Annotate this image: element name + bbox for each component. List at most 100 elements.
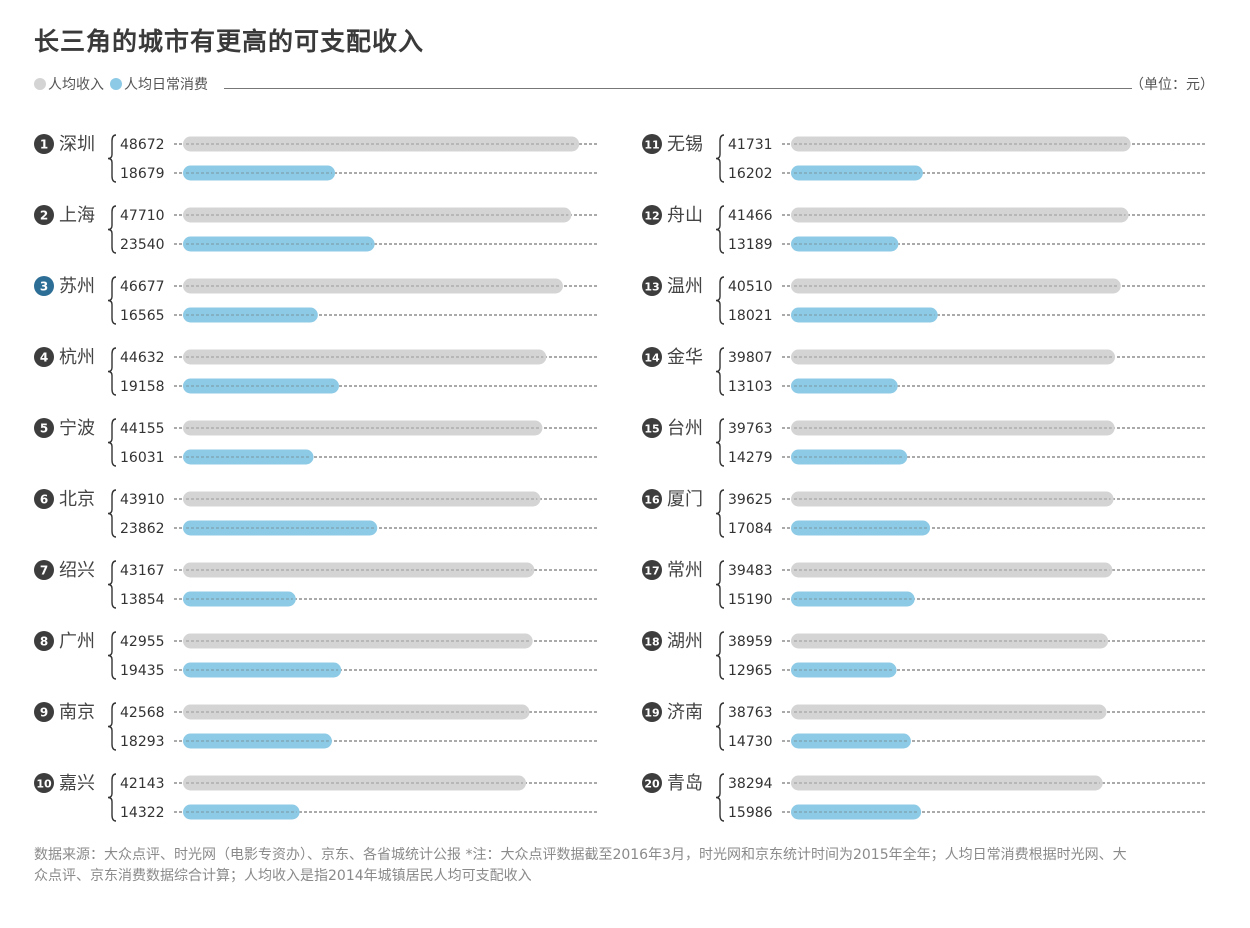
city-8-brace [107,631,117,680]
city-5-name: 宁波 [59,418,95,439]
city-16-income-label: 39625 [728,492,773,508]
city-10-rank-badge [34,773,54,793]
city-4-income-label: 44632 [120,350,165,366]
city-2-income-label: 47710 [120,208,165,224]
city-19-income-label: 38763 [728,705,773,721]
city-16-rank-badge [642,489,662,509]
city-6-rank-number: 6 [40,493,48,507]
city-1-rank-badge [34,134,54,154]
city-15-brace [715,418,725,467]
city-3-rank-badge [34,276,54,296]
city-3-rank-number: 3 [40,280,48,294]
city-16-rank-number: 16 [644,494,660,507]
city-12-name: 舟山 [667,205,703,226]
city-5-spend-label: 16031 [120,450,165,466]
city-13-brace [715,276,725,325]
city-15-income-label: 39763 [728,421,773,437]
city-19-rank-number: 19 [644,707,659,720]
city-3-spend-bar [183,307,318,323]
footnote-line-1: 数据来源：大众点评、时光网（电影专资办）、京东、各省城统计公报 *注：大众点评数… [34,847,1127,863]
city-13-rank-badge [642,276,662,296]
city-18-rank-badge [642,631,662,651]
city-1-rank-number: 1 [40,138,48,152]
city-7-income-label: 43167 [120,563,165,579]
city-7-rank-number: 7 [40,564,48,578]
city-9-name: 南京 [59,702,95,723]
city-3-brace [107,276,117,325]
city-18-income-label: 38959 [728,634,773,650]
city-16-name: 厦门 [667,489,703,510]
city-9-income-label: 42568 [120,705,165,721]
city-3-income-label: 46677 [120,279,165,295]
city-10-spend-label: 14322 [120,805,165,821]
city-11-income-label: 41731 [728,137,773,153]
city-13-income-label: 40510 [728,279,773,295]
city-10-name: 嘉兴 [59,773,95,794]
city-14-spend-label: 13103 [728,379,773,395]
city-17-brace [715,560,725,609]
city-14-rank-number: 14 [644,352,660,365]
city-12-rank-number: 12 [644,210,659,223]
city-10-brace [107,773,117,822]
city-20-name: 青岛 [667,773,703,794]
city-19-brace [715,702,725,751]
city-7-rank-badge [34,560,54,580]
city-18-rank-number: 18 [644,636,659,649]
city-18-spend-bar [791,662,897,678]
city-9-rank-number: 9 [40,706,48,720]
city-4-rank-number: 4 [40,351,48,365]
city-10-income-label: 42143 [120,776,165,792]
legend: 人均收入 人均日常消费 （单位：元） [34,74,1214,96]
city-12-income-label: 41466 [728,208,773,224]
city-14-income-bar [791,349,1116,365]
city-10-rank-number: 10 [36,778,52,791]
city-12-rank-badge [642,205,662,225]
city-17-income-label: 39483 [728,563,773,579]
city-6-brace [107,489,117,538]
city-8-name: 广州 [59,631,95,652]
city-20-spend-label: 15986 [728,805,773,821]
legend-item-spend: 人均日常消费 [110,74,208,94]
city-5-rank-badge [34,418,54,438]
city-10-income-bar [183,775,527,791]
city-7-spend-bar [183,591,296,607]
legend-swatch-income [34,78,46,90]
city-19-rank-badge [642,702,662,722]
city-1-spend-bar [183,165,336,181]
city-6-name: 北京 [59,489,95,510]
city-6-rank-badge [34,489,54,509]
city-13-rank-number: 13 [644,281,659,294]
city-2-rank-badge [34,205,54,225]
chart-title: 长三角的城市有更高的可支配收入 [34,27,425,56]
city-19-name: 济南 [667,702,703,723]
unit-label: （单位：元） [1130,77,1214,93]
city-7-brace [107,560,117,609]
city-11-rank-badge [642,134,662,154]
city-7-spend-label: 13854 [120,592,165,608]
legend-rule [224,88,1132,89]
city-18-name: 湖州 [667,631,703,652]
legend-item-income: 人均收入 [34,74,104,94]
city-19-spend-label: 14730 [728,734,773,750]
city-14-brace [715,347,725,396]
city-4-spend-bar [183,378,339,394]
legend-label-spend: 人均日常消费 [124,77,208,93]
city-20-rank-badge [642,773,662,793]
city-12-brace [715,205,725,254]
city-15-spend-label: 14279 [728,450,773,466]
city-14-name: 金华 [667,347,703,368]
city-6-spend-bar [183,520,378,536]
city-3-name: 苏州 [59,276,95,297]
city-19-income-bar [791,704,1107,720]
city-17-spend-label: 15190 [728,592,773,608]
legend-swatch-spend [110,78,122,90]
legend-label-income: 人均收入 [48,77,104,93]
city-13-spend-label: 18021 [728,308,773,324]
city-4-spend-label: 19158 [120,379,165,395]
city-5-income-label: 44155 [120,421,165,437]
city-6-income-label: 43910 [120,492,165,508]
footnote-line-2: 众点评、京东消费数据综合计算；人均收入是指2014年城镇居民人均可支配收入 [34,868,532,884]
city-15-rank-badge [642,418,662,438]
city-5-brace [107,418,117,467]
